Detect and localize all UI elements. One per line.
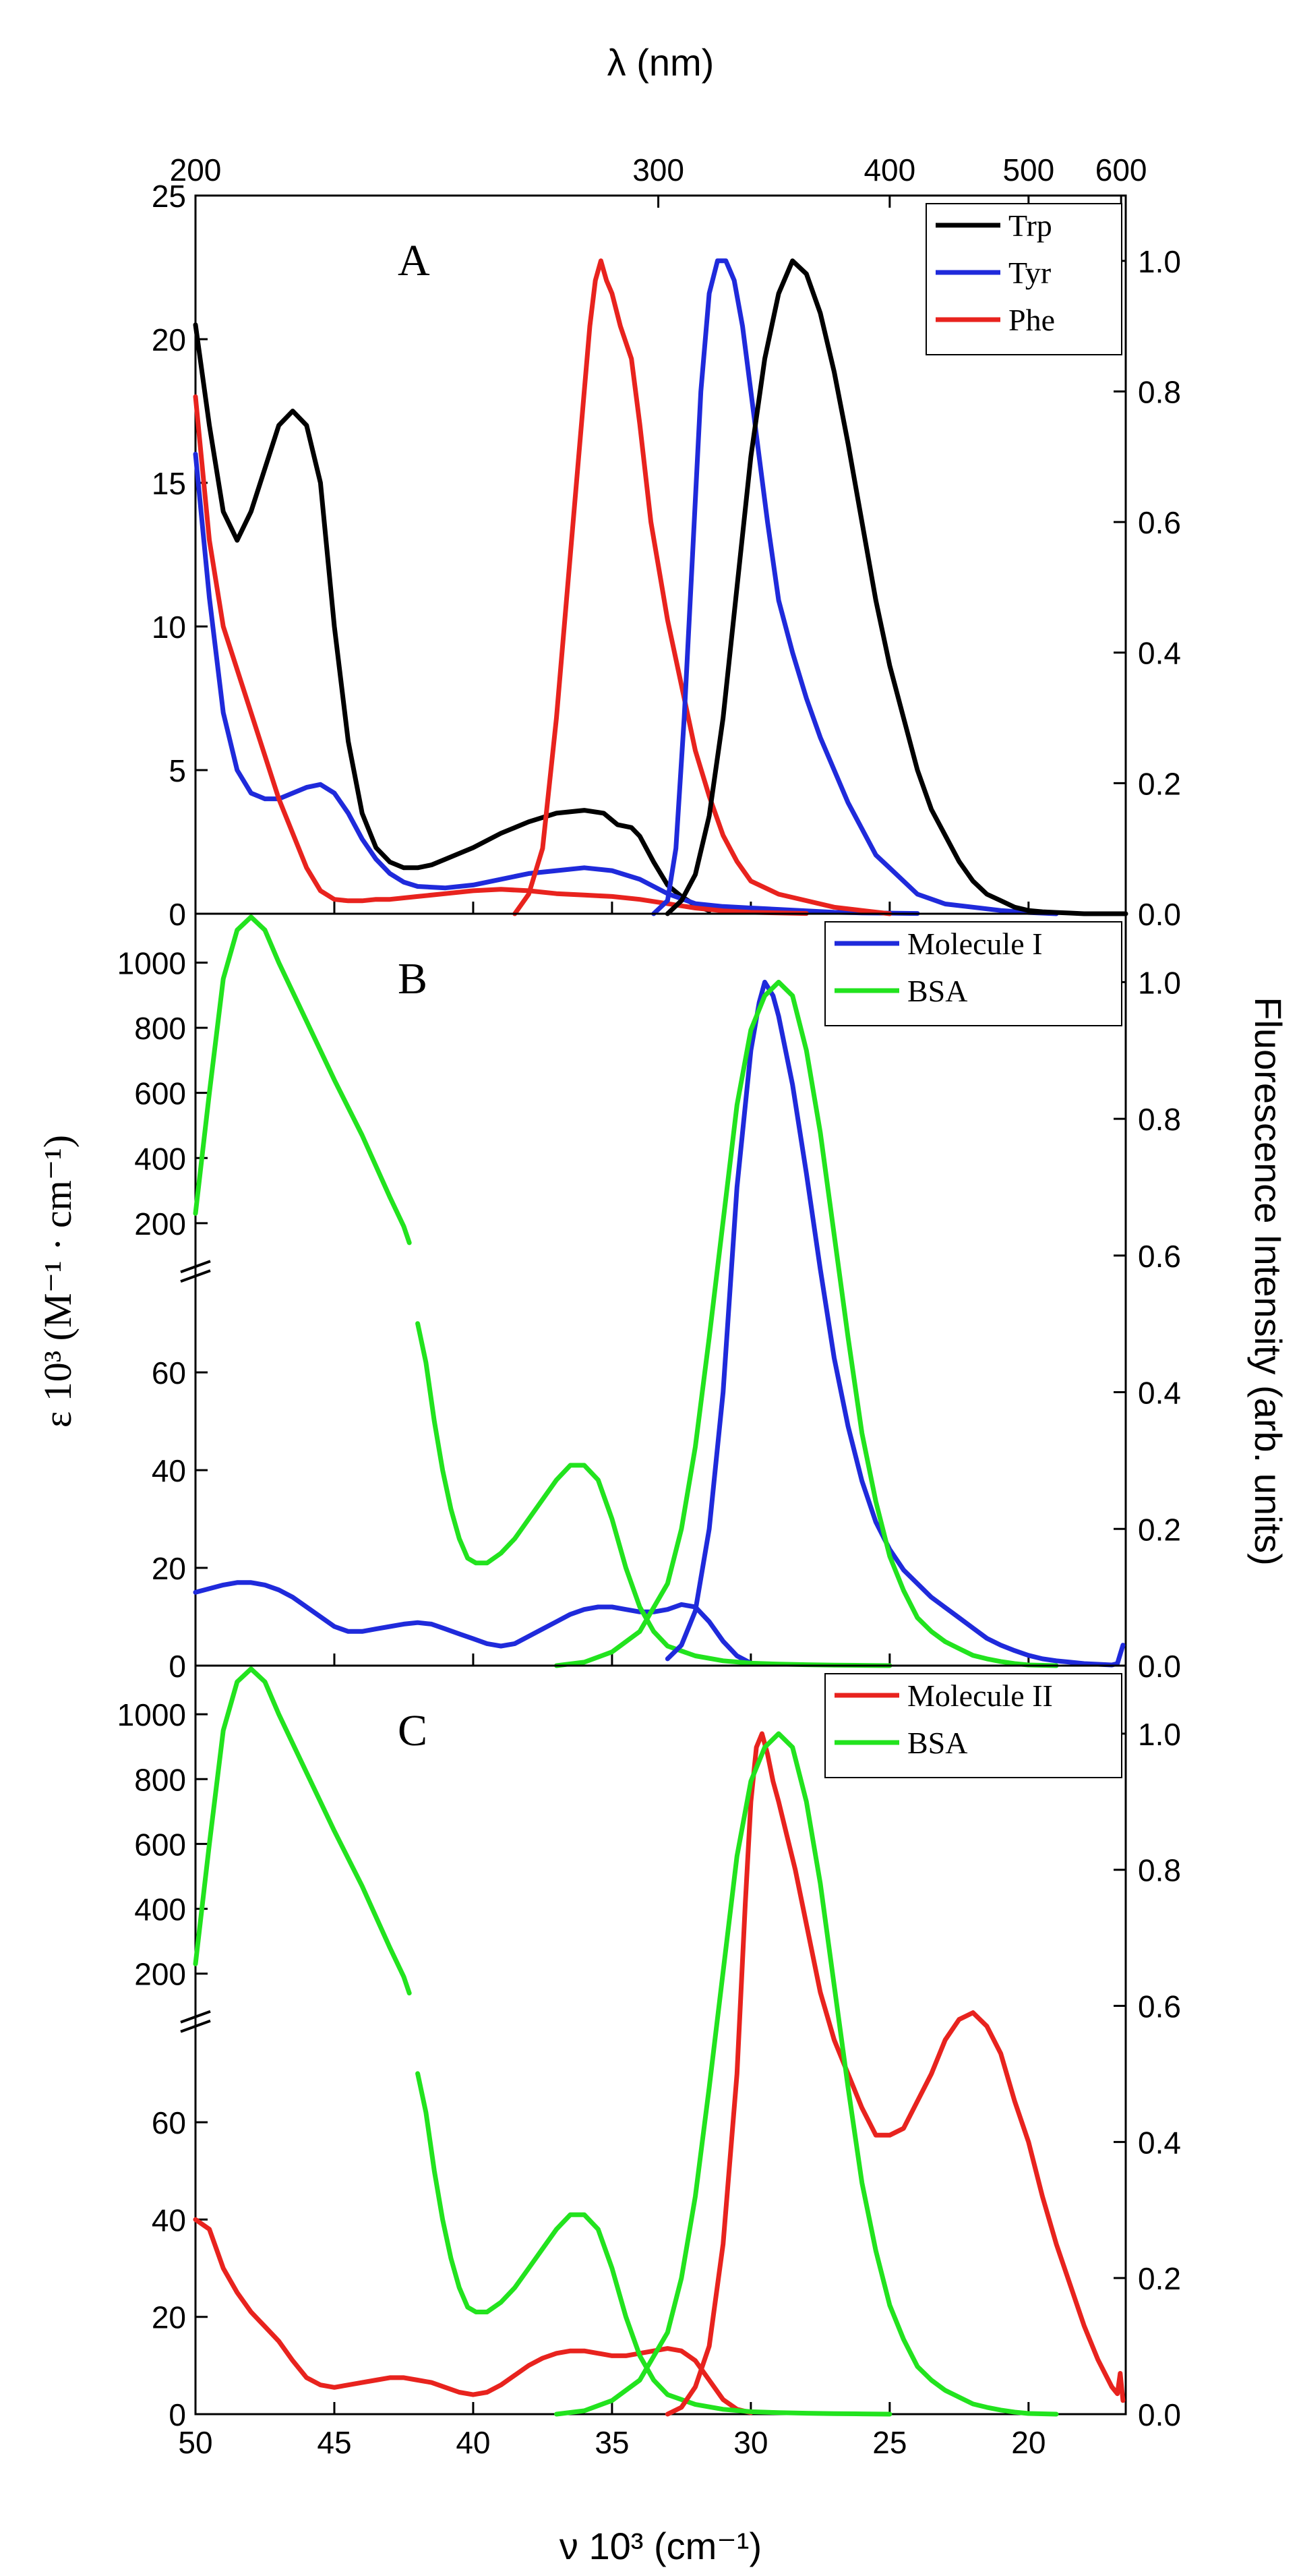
left-tick-label: 400 [134,1141,186,1176]
left-tick-label: 0 [169,2397,186,2432]
legend-box [824,1673,1122,1778]
panel-C-frame [194,1664,1127,2416]
series-line-bsa [415,2071,892,2417]
series-line-tyr [651,258,1059,916]
series-line-molecule-i [665,979,1126,1668]
bottom-tick-label: 35 [595,2425,629,2460]
series-line-molecule-ii [193,2217,754,2416]
left-tick-label: 15 [152,466,186,501]
panel-label: C [398,1706,427,1755]
right-tick-label: 0.8 [1138,1853,1181,1888]
right-tick-label: 0.8 [1138,374,1181,409]
left-tick-label: 0 [169,897,186,932]
left-tick-label: 25 [152,179,186,214]
left-tick-label: 40 [152,1453,186,1488]
legend-box [824,921,1122,1026]
series-line-bsa [554,979,1059,1668]
top-tick-label: 200 [170,152,222,187]
series-line-bsa [415,1321,892,1668]
left-tick-label: 400 [134,1892,186,1927]
right-tick-label: 0.0 [1138,2397,1181,2432]
bottom-tick-label: 20 [1011,2425,1046,2460]
legend-label: BSA [907,974,967,1008]
series-line-tyr [193,451,920,916]
right-tick-label: 0.2 [1138,766,1181,801]
left-tick-label: 800 [134,1762,186,1797]
right-tick-label: 0.2 [1138,2261,1181,2296]
top-tick-label: 400 [864,152,915,187]
right-tick-label: 1.0 [1138,244,1181,279]
panel-label: B [398,954,427,1003]
axis-break-mark [180,2010,211,2024]
left-tick-label: 40 [152,2202,186,2237]
right-tick-label: 0.6 [1138,505,1181,540]
left-axis-title: ε 10³ (M⁻¹ · cm⁻¹) [36,1135,80,1428]
right-tick-label: 0.6 [1138,1239,1181,1274]
series-line-phe [193,394,809,916]
series-line-trp [665,258,1128,916]
series-line-bsa [554,1731,1059,2417]
right-tick-label: 0.8 [1138,1102,1181,1137]
bottom-tick-label: 30 [733,2425,768,2460]
left-tick-label: 5 [169,753,186,788]
axis-break-mark [180,2019,211,2033]
bottom-tick-label: 50 [178,2425,212,2460]
panel-label: A [398,236,430,285]
left-tick-label: 600 [134,1076,186,1111]
right-tick-label: 0.6 [1138,1989,1181,2024]
bottom-tick-label: 25 [872,2425,907,2460]
right-tick-label: 0.4 [1138,2125,1181,2160]
bottom-tick-label: 40 [456,2425,490,2460]
top-tick-label: 600 [1095,152,1147,187]
series-line-phe [512,258,892,916]
legend-label: BSA [907,1726,967,1760]
legend-label: Trp [1008,208,1052,243]
bottom-tick-label: 45 [317,2425,351,2460]
left-tick-label: 60 [152,2105,186,2140]
left-tick-label: 60 [152,1355,186,1391]
top-tick-label: 300 [632,152,684,187]
left-tick-label: 1000 [117,1697,186,1732]
panel-B-frame [194,912,1127,1667]
series-line-bsa [193,1666,412,1996]
right-tick-label: 0.4 [1138,1376,1181,1411]
left-tick-label: 1000 [117,945,186,980]
bottom-axis-title: ν 10³ (cm⁻¹) [559,2525,762,2567]
right-axis-title: Fluorescence Intensity (arb. units) [1247,997,1290,1565]
series-line-molecule-i [193,1580,754,1666]
left-tick-label: 800 [134,1011,186,1046]
left-tick-label: 200 [134,1206,186,1241]
right-tick-label: 1.0 [1138,965,1181,1000]
series-line-molecule-ii [665,1731,1126,2417]
right-tick-label: 0.2 [1138,1512,1181,1547]
legend-box [926,203,1122,355]
left-tick-label: 20 [152,322,186,357]
legend-label: Phe [1008,303,1055,337]
top-axis-title: λ (nm) [607,41,715,84]
left-tick-label: 10 [152,610,186,645]
top-tick-label: 500 [1002,152,1054,187]
left-tick-label: 600 [134,1827,186,1862]
legend-label: Molecule I [907,927,1043,961]
right-tick-label: 1.0 [1138,1717,1181,1752]
legend-label: Molecule II [907,1678,1053,1713]
left-tick-label: 0 [169,1649,186,1684]
left-tick-label: 200 [134,1957,186,1992]
right-tick-label: 0.0 [1138,1649,1181,1684]
left-tick-label: 20 [152,1551,186,1586]
right-tick-label: 0.0 [1138,897,1181,932]
legend-label: Tyr [1008,256,1051,290]
series-line-bsa [193,914,412,1246]
axis-break-mark [180,1260,211,1274]
right-tick-label: 0.4 [1138,636,1181,671]
left-tick-label: 20 [152,2300,186,2335]
series-line-trp [193,322,712,914]
axis-break-mark [180,1269,211,1283]
